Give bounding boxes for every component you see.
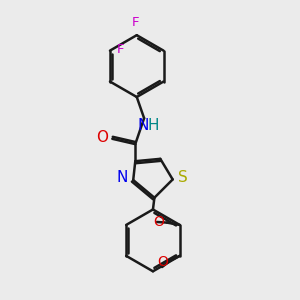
Text: O: O [154,215,164,229]
Text: F: F [131,16,139,29]
Text: N: N [137,118,149,133]
Text: O: O [157,255,168,269]
Text: S: S [178,170,188,185]
Text: O: O [96,130,108,146]
Text: F: F [116,43,124,56]
Text: H: H [148,118,159,133]
Text: N: N [116,170,128,185]
